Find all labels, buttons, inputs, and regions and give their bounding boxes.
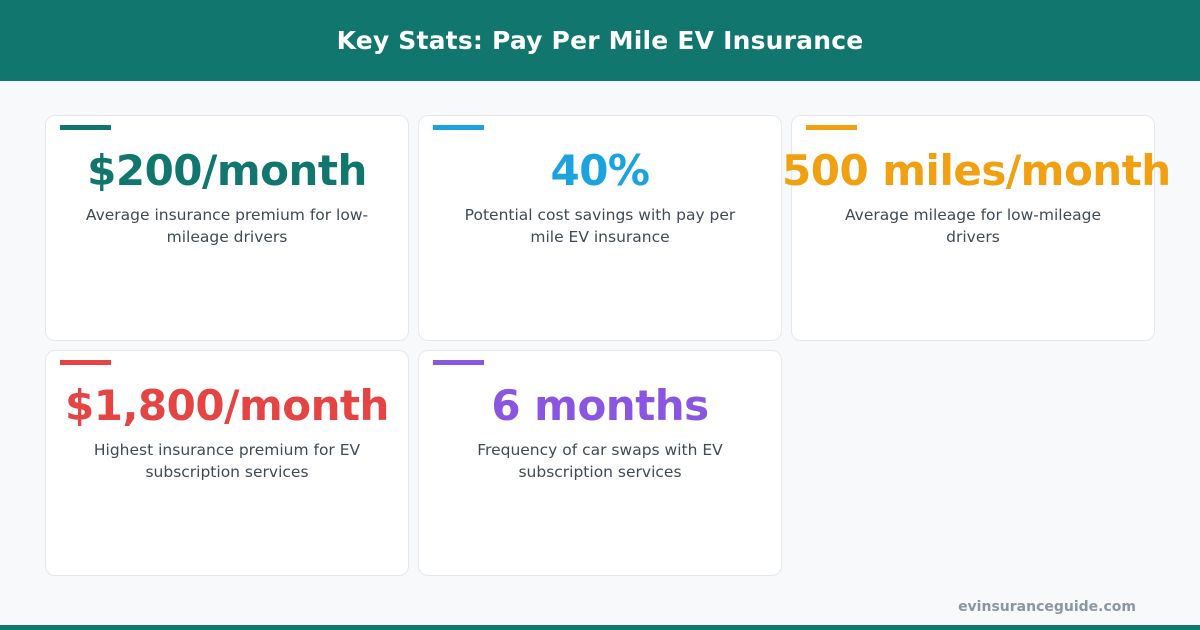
stat-value: $200/month [87,146,367,195]
stat-description: Potential cost savings with pay per mile… [464,206,736,246]
site-url: evinsuranceguide.com [958,599,1136,615]
card-accent-bar [433,360,484,365]
bottom-accent-bar [0,625,1200,630]
card-accent-bar [433,125,484,130]
card-accent-bar [60,125,111,130]
stat-value: 6 months [491,381,709,430]
card-accent-bar [806,125,857,130]
stat-value: $1,800/month [65,381,389,430]
stat-description: Average mileage for low-mileage drivers [844,206,1102,246]
stat-value: 40% [550,146,650,195]
stat-description: Average insurance premium for low-mileag… [85,206,369,246]
header-banner: Key Stats: Pay Per Mile EV Insurance [0,0,1200,81]
stat-card-highest-premium: $1,800/month Highest insurance premium f… [45,350,409,576]
card-accent-bar [60,360,111,365]
stat-value: 500 miles/month [782,146,1171,195]
stat-card-swap-frequency: 6 months Frequency of car swaps with EV … [418,350,782,576]
stat-description: Highest insurance premium for EV subscri… [93,441,361,481]
stat-card-cost-savings: 40% Potential cost savings with pay per … [418,115,782,341]
stat-card-avg-mileage: 500 miles/month Average mileage for low-… [782,115,1171,341]
stat-card-avg-premium: $200/month Average insurance premium for… [45,115,409,341]
page-title: Key Stats: Pay Per Mile EV Insurance [336,26,864,55]
stat-description: Frequency of car swaps with EV subscript… [477,441,723,481]
